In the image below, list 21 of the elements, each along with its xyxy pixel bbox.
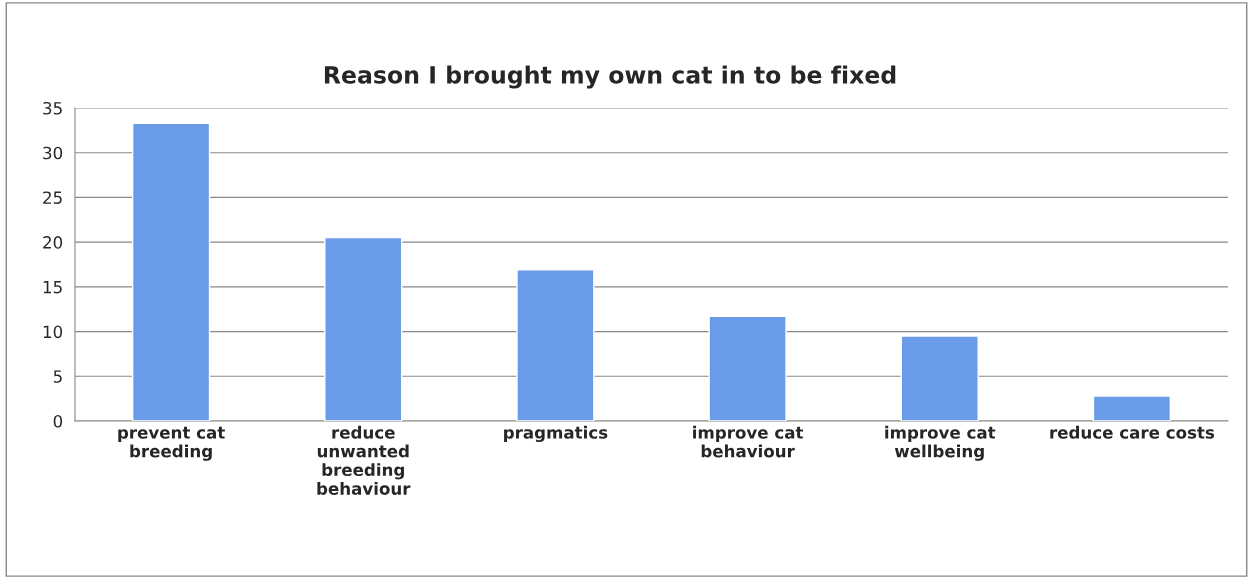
- y-tick-label: 5: [53, 370, 62, 383]
- y-tick-label: 30: [43, 146, 63, 160]
- bar: [516, 269, 595, 421]
- x-tick-label: pragmatics: [504, 425, 608, 443]
- bar: [131, 122, 211, 421]
- bar: [900, 335, 979, 421]
- bar: [324, 236, 403, 421]
- x-tick-label: improve cat behaviour: [693, 425, 804, 458]
- y-tick-label: 20: [43, 236, 63, 249]
- bar: [708, 315, 787, 421]
- chart-title: Reason I brought my own cat in to be fixed: [324, 65, 896, 89]
- y-tick-label: 15: [43, 281, 62, 294]
- y-tick-label: 35: [43, 101, 62, 115]
- x-tick-label: prevent cat breeding: [118, 426, 225, 461]
- x-tick-label: reduce care costs: [1050, 425, 1215, 439]
- bar: [1092, 395, 1172, 421]
- y-tick-label: 10: [43, 325, 63, 339]
- y-tick-label: 0: [53, 414, 63, 428]
- x-tick-label: improve cat wellbeing: [885, 425, 996, 461]
- y-tick-label: 25: [43, 191, 62, 204]
- x-tick-label: reduce unwanted breeding behaviour: [317, 425, 411, 495]
